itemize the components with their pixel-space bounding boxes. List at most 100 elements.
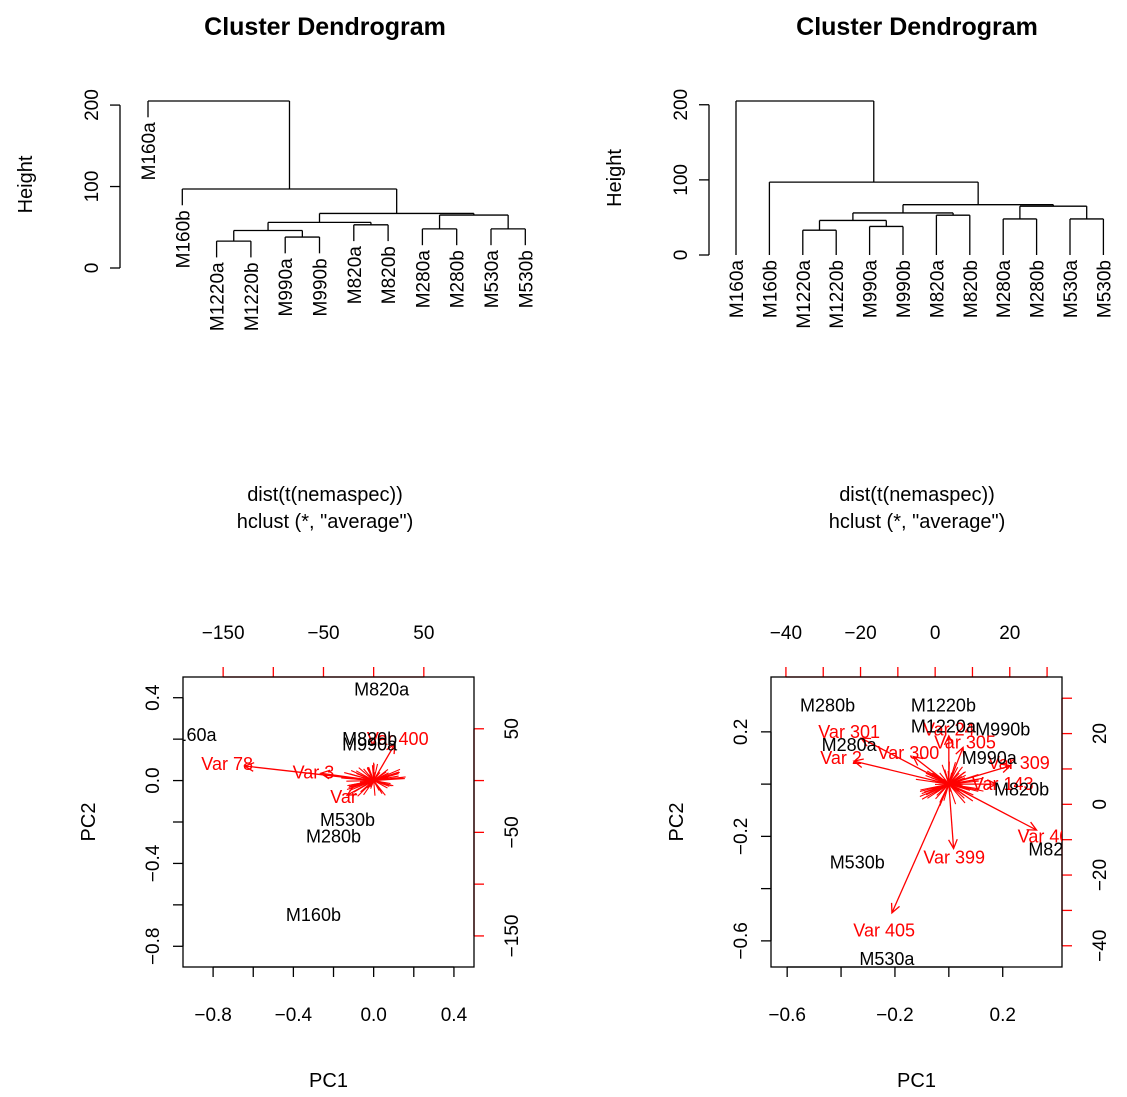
variable-label: Var 309 — [988, 753, 1050, 773]
variable-label: Var 305 — [934, 732, 996, 752]
leaf-label: M280b — [448, 250, 469, 308]
variable-label: Var 405 — [853, 920, 915, 940]
leaf-label: M1220b — [827, 260, 848, 329]
y-tick-label: −0.4 — [143, 844, 164, 882]
leaf-label: M990b — [311, 258, 332, 316]
top-tick-label: −50 — [307, 623, 339, 644]
y-axis-label: PC2 — [78, 803, 100, 842]
y-axis-label: PC2 — [666, 803, 688, 842]
y-tick-label: 100 — [671, 164, 692, 196]
variable-arrowhead — [943, 734, 954, 746]
loading-arrow — [934, 783, 950, 794]
variable-label: Var 399 — [923, 847, 985, 867]
variable-label: Var 143 — [972, 774, 1034, 794]
observation-label: M820b — [994, 779, 1049, 799]
loading-arrow — [373, 780, 376, 796]
dendrogram-left: Cluster Dendrogram 0 100 200 Height M160a M160… — [15, 13, 537, 533]
variable-arrow — [948, 765, 1011, 785]
biplot-left: −0.8 −0.4 0.0 0.4 PC1 −0.8 −0.4 0.0 0.4 PC2 −150 −5… — [78, 623, 523, 1092]
leaf-label: M280a — [994, 260, 1015, 319]
variable-label: Var 2 — [820, 748, 862, 768]
sub-caption-line: hclust (*, "average") — [829, 511, 1006, 533]
variable-arrow — [320, 772, 374, 782]
chart-title: Cluster Dendrogram — [204, 13, 446, 41]
plot-area: Var 78 Var 3 Var 400 Var M820a M160a M820bM990… — [161, 679, 429, 925]
leaf-label: M990b — [894, 260, 915, 318]
leaf-label: M280a — [413, 250, 434, 309]
leaf-label: M990a — [276, 258, 297, 317]
leaf-label: M160b — [760, 260, 781, 318]
chart-title: Cluster Dendrogram — [796, 13, 1038, 41]
loading-arrow — [373, 772, 389, 782]
y-tick-label: 0.4 — [143, 684, 164, 711]
variable-label: Var — [330, 787, 357, 807]
y-tick-label: −0.2 — [731, 818, 752, 856]
y-tick-label: 200 — [82, 89, 103, 121]
variable-arrow — [948, 784, 955, 849]
variable-label: Var 24 — [923, 719, 975, 739]
loading-arrow — [367, 766, 375, 781]
variable-arrow — [860, 737, 950, 785]
variable-arrowhead — [319, 769, 331, 780]
y-tick-label: 200 — [671, 89, 692, 121]
variable-arrowhead — [955, 745, 965, 758]
observation-label: M530b — [320, 810, 375, 830]
variable-arrow — [346, 780, 374, 796]
top-tick-label: −20 — [844, 623, 876, 644]
plot-frame — [182, 676, 475, 968]
observation-label: M530b — [830, 852, 885, 872]
right-tick-label: −150 — [502, 915, 523, 958]
observation-label: M820a — [354, 679, 410, 699]
loading-arrow — [921, 783, 950, 795]
observation-label: M990a — [342, 734, 398, 754]
variable-arrowhead — [243, 762, 255, 772]
observation-label: M530a — [859, 949, 915, 969]
loading-arrow — [948, 778, 979, 785]
right-tick-label: −40 — [1090, 930, 1111, 962]
right-tick-label: 50 — [502, 718, 523, 739]
dendrogram-right: Cluster Dendrogram 0 100 200 Height M160a M160… — [604, 13, 1115, 533]
x-tick-label: −0.6 — [768, 1005, 806, 1026]
leaf-label: M1220a — [794, 260, 815, 329]
right-tick-label: −50 — [502, 816, 523, 848]
y-tick-label: 100 — [82, 171, 103, 203]
variable-arrowhead — [859, 737, 872, 747]
variable-label: Var 3 — [293, 762, 335, 782]
observation-label: M1220b — [911, 696, 976, 716]
variable-arrowhead — [986, 779, 998, 790]
loading-arrow — [357, 780, 375, 797]
variable-label: Var 78 — [201, 754, 253, 774]
right-tick-label: 20 — [1090, 723, 1111, 744]
observation-label: M280b — [800, 696, 855, 716]
top-tick-label: 20 — [999, 623, 1020, 644]
variable-arrow — [948, 783, 1037, 831]
loading-arrow — [373, 780, 382, 792]
variable-label: Var 301 — [818, 722, 880, 742]
leaf-label: M530b — [516, 250, 537, 308]
biplot-right: −0.6 −0.2 0.2 PC1 −0.6 −0.2 0.2 PC2 −40 −20 0 20 20 0… — [666, 623, 1111, 1092]
variable-arrowhead — [1000, 763, 1012, 773]
loading-arrow — [373, 776, 406, 782]
variable-arrowhead — [1026, 821, 1038, 831]
observation-label: M990a — [962, 748, 1018, 768]
leaf-label: M1220b — [242, 262, 263, 331]
observation-label: M160a — [161, 725, 217, 745]
leaf-label: M530a — [482, 250, 503, 309]
sub-caption-line: dist(t(nemaspec)) — [839, 484, 995, 506]
leaf-label: M160a — [139, 122, 160, 181]
loading-arrow — [920, 783, 949, 791]
observation-label: M160b — [286, 905, 341, 925]
top-tick-label: −40 — [770, 623, 802, 644]
right-tick-label: −20 — [1090, 859, 1111, 891]
sub-caption-line: hclust (*, "average") — [237, 511, 414, 533]
leaf-label: M820b — [379, 246, 400, 304]
y-tick-label: 0 — [82, 263, 103, 274]
observation-label: M280b — [306, 827, 361, 847]
x-axis-label: PC1 — [309, 1070, 348, 1092]
leaf-label: M280b — [1028, 260, 1049, 318]
x-tick-label: −0.2 — [876, 1005, 914, 1026]
observation-label: M82 — [1028, 839, 1063, 859]
plot-frame — [770, 676, 1063, 968]
loading-arrow — [358, 767, 375, 781]
